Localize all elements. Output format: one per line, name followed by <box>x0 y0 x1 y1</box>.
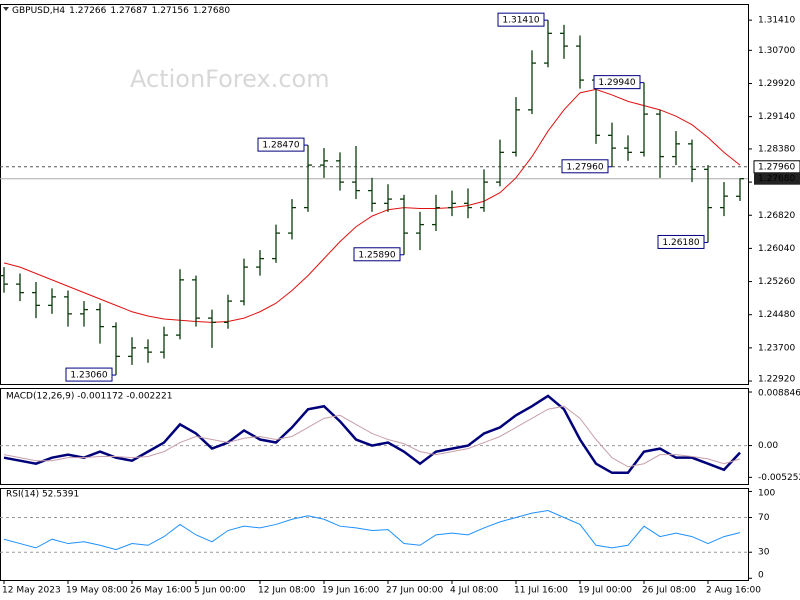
symbol-icon <box>3 7 9 11</box>
close-label: 1.27680 <box>193 6 230 16</box>
x-tick-label: 27 Jun 00:00 <box>386 586 443 596</box>
annotation-box <box>257 137 305 152</box>
annotation-box <box>593 75 641 90</box>
y-tick-label: 1.29920 <box>758 79 795 89</box>
series-line <box>3 394 741 475</box>
x-tick-label: 19 Jul 00:00 <box>578 586 632 596</box>
y-tick-label: 1.23700 <box>758 343 795 353</box>
annotation-box <box>497 12 545 27</box>
moving-average <box>3 88 741 323</box>
y-tick-label: 1.31410 <box>758 16 795 26</box>
annotation-label: 1.29940 <box>598 78 635 88</box>
y-tick-label: 30 <box>758 548 770 558</box>
annotation-label: 1.25890 <box>358 250 395 260</box>
y-tick-label: 1.24480 <box>758 310 795 320</box>
y-tick-label: 1.22920 <box>758 375 795 385</box>
panel-frame <box>0 488 749 581</box>
rsi-title: RSI(14) 52.5391 <box>6 490 79 500</box>
y-tick-label: 1.29140 <box>758 112 795 122</box>
high-label: 1.27687 <box>110 6 147 16</box>
annotation-box <box>353 247 401 262</box>
open-label: 1.27266 <box>69 6 106 16</box>
macd-title: MACD(12,26,9) -0.001172 -0.002221 <box>6 392 172 402</box>
watermark: ActionForex.com <box>130 65 330 93</box>
y-tick-label: 70 <box>758 513 770 523</box>
level-box-label: 1.27960 <box>758 162 795 172</box>
y-tick-label: -0.005252 <box>758 473 800 483</box>
y-tick-label: 0.00 <box>758 441 778 451</box>
price-box-label: 1.27680 <box>758 174 795 184</box>
price-box <box>754 172 800 185</box>
x-tick-label: 4 Jul 08:00 <box>450 586 499 596</box>
annotation-label: 1.27960 <box>566 162 603 172</box>
x-tick-label: 26 Jul 08:00 <box>642 586 696 596</box>
series-line <box>3 510 741 551</box>
panel-frame <box>0 388 749 485</box>
annotation-box <box>65 367 113 382</box>
annotation-label: 1.31410 <box>502 16 539 26</box>
y-tick-label: 1.26040 <box>758 244 795 254</box>
annotation-label: 1.26180 <box>662 238 699 248</box>
y-tick-label: 100 <box>758 489 775 499</box>
x-tick-label: 19 Jun 16:00 <box>322 586 379 596</box>
x-tick-label: 26 May 16:00 <box>130 586 192 596</box>
y-tick-label: 1.30700 <box>758 46 795 56</box>
x-tick-label: 2 Aug 16:00 <box>706 586 761 596</box>
y-tick-label: 1.26820 <box>758 211 795 221</box>
y-tick-label: 0 <box>758 571 764 581</box>
series-line <box>3 405 741 468</box>
panel-frame <box>0 4 749 385</box>
symbol: GBPUSD,H4 <box>12 6 65 16</box>
y-tick-label: 1.28380 <box>758 144 795 154</box>
annotation-label: 1.23060 <box>70 371 107 381</box>
y-tick-label: 1.25260 <box>758 277 795 287</box>
annotation-box <box>657 234 705 249</box>
x-tick-label: 5 Jun 00:00 <box>194 586 246 596</box>
symbol-header: GBPUSD,H4 1.27266 1.27687 1.27156 1.27680 <box>12 6 230 16</box>
low-label: 1.27156 <box>152 6 189 16</box>
x-tick-label: 12 May 2023 <box>2 586 61 596</box>
annotation-label: 1.28470 <box>262 141 299 151</box>
y-tick-label: 0.008846 <box>758 389 800 399</box>
x-tick-label: 12 Jun 08:00 <box>258 586 315 596</box>
annotation-box <box>561 159 609 174</box>
x-tick-label: 19 May 08:00 <box>66 586 128 596</box>
x-tick-label: 11 Jul 16:00 <box>514 586 568 596</box>
